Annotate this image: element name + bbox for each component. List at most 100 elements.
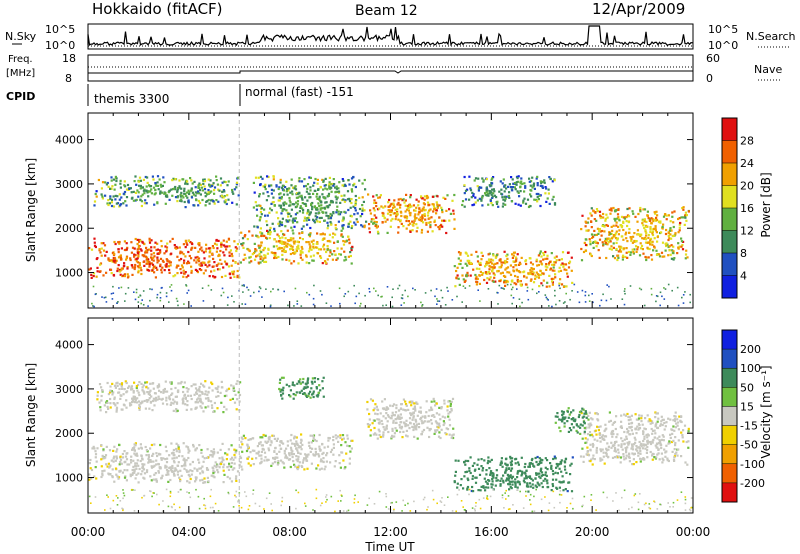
heatmap-cell xyxy=(423,198,426,201)
heatmap-cell xyxy=(156,385,159,388)
heatmap-cell xyxy=(491,478,494,481)
heatmap-cell xyxy=(220,460,224,463)
heatmap-cell xyxy=(133,452,136,455)
heatmap-cell xyxy=(485,260,488,263)
heatmap-cell xyxy=(386,414,390,417)
heatmap-cell xyxy=(539,250,542,253)
heatmap-cell xyxy=(148,390,151,394)
heatmap-cell xyxy=(218,457,221,460)
heatmap-cell xyxy=(492,272,495,275)
heatmap-cell xyxy=(292,186,295,189)
heatmap-cell xyxy=(520,177,523,180)
heatmap-cell xyxy=(315,218,318,221)
heatmap-cell xyxy=(309,189,312,192)
heatmap-cell xyxy=(391,411,394,414)
heatmap-cell xyxy=(190,473,193,476)
heatmap-cell xyxy=(351,439,354,442)
heatmap-cell xyxy=(119,256,123,259)
heatmap-cell xyxy=(483,278,486,282)
heatmap-cell xyxy=(672,234,675,237)
heatmap-cell xyxy=(540,458,543,461)
heatmap-cell xyxy=(259,204,262,207)
heatmap-cell xyxy=(355,218,358,221)
heatmap-cell xyxy=(139,198,142,201)
heatmap-cell xyxy=(156,184,160,187)
heatmap-cell xyxy=(203,261,206,264)
heatmap-cell xyxy=(116,195,119,198)
heatmap-cell xyxy=(544,457,547,460)
heatmap-cell xyxy=(316,241,319,244)
heatmap-cell xyxy=(421,214,424,217)
heatmap-cell xyxy=(275,185,278,188)
heatmap-cell xyxy=(428,217,431,220)
heatmap-cell xyxy=(503,195,506,198)
heatmap-cell xyxy=(623,438,626,441)
heatmap-cell xyxy=(505,187,508,190)
heatmap-cell xyxy=(110,292,113,295)
heatmap-cell xyxy=(415,206,418,209)
heatmap-cell xyxy=(545,263,548,266)
heatmap-cell xyxy=(131,448,134,451)
heatmap-cell xyxy=(131,273,134,276)
heatmap-cell xyxy=(421,304,424,306)
heatmap-cell xyxy=(294,465,297,468)
heatmap-region xyxy=(461,175,557,209)
heatmap-cell xyxy=(199,189,202,192)
heatmap-cell xyxy=(187,199,190,202)
heatmap-cell xyxy=(140,454,143,457)
heatmap-cell xyxy=(461,203,464,207)
heatmap-cell xyxy=(536,175,539,178)
heatmap-cell xyxy=(554,289,556,292)
heatmap-cell xyxy=(151,175,154,178)
heatmap-cell xyxy=(643,226,646,230)
heatmap-cell xyxy=(170,401,173,404)
heatmap-cell xyxy=(420,419,423,422)
heatmap-cell xyxy=(308,444,311,447)
heatmap-cell xyxy=(217,395,220,398)
heatmap-cell xyxy=(259,249,262,252)
heatmap-cell xyxy=(388,210,391,214)
heatmap-cell xyxy=(625,220,628,223)
heatmap-cell xyxy=(510,294,513,297)
heatmap-cell xyxy=(204,195,207,198)
heatmap-cell xyxy=(411,220,414,223)
heatmap-cell xyxy=(463,192,466,195)
heatmap-cell xyxy=(540,255,543,258)
heatmap-cell xyxy=(162,391,165,394)
heatmap-cell xyxy=(139,402,142,405)
heatmap-cell xyxy=(165,461,169,464)
heatmap-cell xyxy=(396,416,399,419)
heatmap-cell xyxy=(121,471,124,474)
heatmap-cell xyxy=(185,194,188,198)
heatmap-cell xyxy=(590,214,593,217)
heatmap-cell xyxy=(527,490,530,493)
heatmap-cell xyxy=(174,274,177,277)
heatmap-cell xyxy=(140,249,143,252)
heatmap-cell xyxy=(336,205,339,208)
heatmap-cell xyxy=(450,409,453,412)
heatmap-cell xyxy=(295,458,298,461)
heatmap-cell xyxy=(537,254,540,257)
heatmap-cell xyxy=(121,456,125,459)
heatmap-cell xyxy=(615,221,618,224)
heatmap-cell xyxy=(275,452,278,456)
heatmap-cell xyxy=(292,232,295,235)
heatmap-cell xyxy=(553,179,556,182)
heatmap-cell xyxy=(184,464,187,467)
heatmap-cell xyxy=(626,207,629,211)
heatmap-cell xyxy=(654,227,657,230)
heatmap-cell xyxy=(584,238,587,241)
heatmap-cell xyxy=(213,242,217,245)
heatmap-cell xyxy=(242,291,244,293)
heatmap-cell xyxy=(505,281,508,284)
heatmap-cell xyxy=(262,234,265,237)
heatmap-cell xyxy=(284,225,287,228)
heatmap-cell xyxy=(529,462,532,465)
heatmap-cell xyxy=(194,191,197,194)
heatmap-cell xyxy=(235,247,239,250)
heatmap-cell xyxy=(123,240,126,243)
heatmap-cell xyxy=(477,289,479,291)
heatmap-cell xyxy=(299,441,302,444)
heatmap-cell xyxy=(104,194,107,197)
heatmap-cell xyxy=(251,253,254,256)
